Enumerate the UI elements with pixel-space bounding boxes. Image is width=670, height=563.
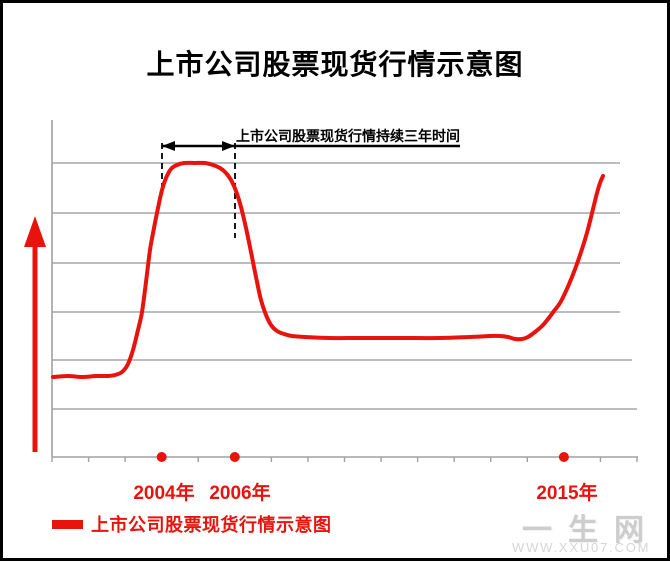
chart-title: 上市公司股票现货行情示意图 xyxy=(146,49,524,80)
duration-dashed-lines xyxy=(161,143,236,238)
gridlines xyxy=(52,162,637,410)
year-dot xyxy=(156,452,167,462)
arrowhead-left-icon xyxy=(162,141,175,151)
x-axis-ticks xyxy=(51,457,638,462)
x-axis-label-2006: 2006年 xyxy=(209,483,271,504)
x-axis-label-2015: 2015年 xyxy=(536,483,598,504)
duration-annotation: 上市公司股票现货行情持续三年时间 xyxy=(236,128,460,144)
trend-curve xyxy=(51,160,605,379)
legend-label: 上市公司股票现货行情示意图 xyxy=(91,515,332,535)
legend-line-swatch xyxy=(52,520,83,529)
year-marker-dots xyxy=(156,452,569,462)
axes xyxy=(51,120,638,458)
x-axis-label-2004: 2004年 xyxy=(133,483,195,504)
year-dot xyxy=(558,452,569,462)
year-dot xyxy=(229,452,240,462)
up-arrow-icon xyxy=(24,216,46,452)
arrowhead-right-icon xyxy=(222,141,235,151)
duration-arrow xyxy=(162,141,460,151)
